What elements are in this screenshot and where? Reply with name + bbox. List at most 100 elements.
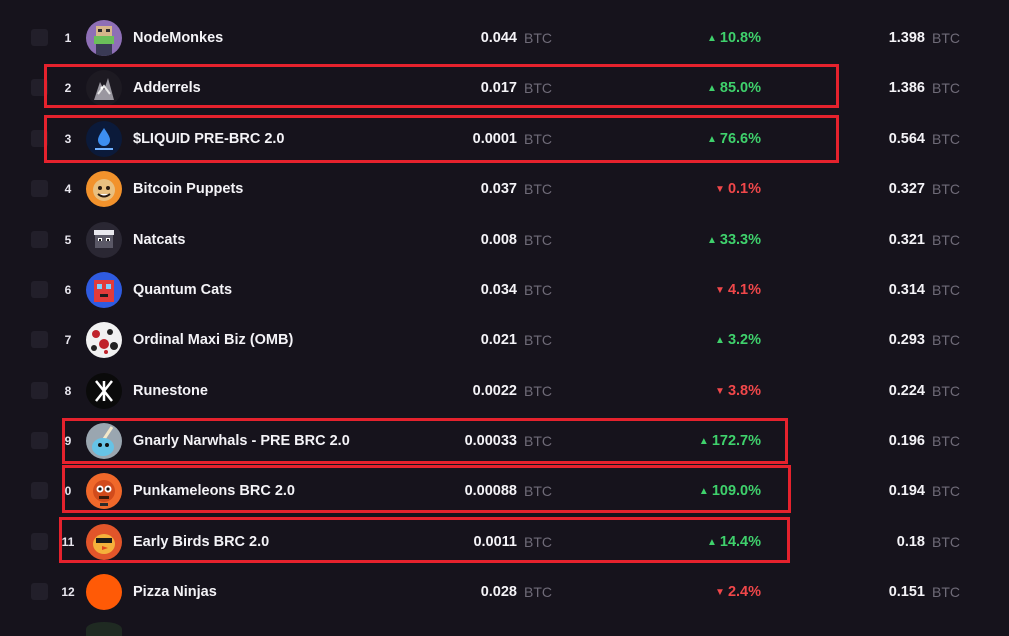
gnarly-narwhals-avatar-icon — [86, 423, 122, 459]
quantum-cats-avatar-icon — [86, 272, 122, 308]
floor-price: 0.00033 — [464, 433, 517, 449]
row-checkbox[interactable] — [31, 130, 48, 147]
price-unit: BTC — [524, 80, 552, 96]
table-row[interactable]: 4 Bitcoin Puppets 0.037 BTC ▼ 0.1% 0.327 … — [0, 164, 1009, 214]
collection-name[interactable]: Punkameleons BRC 2.0 — [133, 483, 295, 499]
collection-name[interactable]: Early Birds BRC 2.0 — [133, 534, 270, 550]
collection-name[interactable]: Natcats — [133, 232, 186, 248]
floor-price: 0.0022 — [472, 383, 517, 399]
row-checkbox[interactable] — [31, 281, 48, 298]
up-arrow-icon: ▲ — [698, 436, 709, 447]
table-row[interactable]: 6 Quantum Cats 0.034 BTC ▼ 4.1% 0.314 BTC — [0, 265, 1009, 315]
change-value: 33.3% — [719, 232, 761, 248]
change-value: 14.4% — [719, 534, 761, 550]
volume: 1.398 — [888, 30, 925, 46]
collection-name[interactable]: Ordinal Maxi Biz (OMB) — [133, 332, 294, 348]
rank-number: 6 — [64, 283, 72, 297]
collection-name[interactable]: Runestone — [133, 383, 208, 399]
collection-name[interactable]: NodeMonkes — [133, 30, 224, 46]
collection-name[interactable]: Gnarly Narwhals - PRE BRC 2.0 — [133, 433, 350, 449]
volume: 0.293 — [888, 332, 925, 348]
table-row[interactable]: 3 $LIQUID PRE-BRC 2.0 0.0001 BTC ▲ 76.6% … — [0, 114, 1009, 164]
volume: 0.321 — [888, 232, 925, 248]
volume-unit: BTC — [932, 131, 960, 147]
rank-number: 3 — [64, 132, 72, 146]
up-arrow-icon: ▲ — [706, 537, 717, 548]
row-checkbox[interactable] — [31, 583, 48, 600]
price-unit: BTC — [524, 332, 552, 348]
volume-unit: BTC — [932, 332, 960, 348]
down-arrow-icon: ▼ — [715, 587, 725, 598]
collection-name[interactable]: Pizza Ninjas — [133, 584, 217, 600]
collection-name[interactable]: Quantum Cats — [133, 282, 233, 298]
change-value: 10.8% — [719, 30, 761, 46]
change-value: 85.0% — [719, 80, 761, 96]
table-row[interactable]: 7 Ordinal Maxi Biz (OMB) 0.021 BTC ▲ 3.2%… — [0, 315, 1009, 365]
row-checkbox[interactable] — [31, 231, 48, 248]
price-change: ▲ 76.6% — [707, 114, 761, 164]
floor-price: 0.008 — [480, 232, 517, 248]
table-row[interactable]: 12 Pizza Ninjas 0.028 BTC ▼ 2.4% 0.151 BT… — [0, 567, 1009, 617]
down-arrow-icon: ▼ — [715, 184, 725, 195]
volume-unit: BTC — [932, 282, 960, 298]
floor-price: 0.034 — [480, 282, 517, 298]
change-value: 4.1% — [727, 282, 761, 298]
volume: 1.386 — [888, 80, 925, 96]
adderrels-avatar-icon — [86, 70, 122, 106]
row-checkbox[interactable] — [31, 382, 48, 399]
table-row[interactable]: 1 NodeMonkes 0.044 BTC ▲ 10.8% 1.398 BTC — [0, 13, 1009, 63]
volume: 0.564 — [888, 131, 925, 147]
collection-name[interactable]: $LIQUID PRE-BRC 2.0 — [133, 131, 285, 147]
up-arrow-icon: ▲ — [698, 486, 709, 497]
price-change: ▲ 33.3% — [707, 215, 761, 265]
price-unit: BTC — [524, 584, 552, 600]
down-arrow-icon: ▼ — [715, 285, 725, 296]
price-change: ▲ 109.0% — [699, 466, 761, 516]
rank-number: 5 — [64, 233, 72, 247]
row-checkbox[interactable] — [31, 29, 48, 46]
row-checkbox[interactable] — [31, 79, 48, 96]
runestone-avatar-icon — [86, 373, 122, 409]
row-checkbox[interactable] — [31, 482, 48, 499]
nodemonkes-avatar-icon — [86, 20, 122, 56]
punkameleons-avatar-icon — [86, 473, 122, 509]
table-row[interactable]: 8 Runestone 0.0022 BTC ▼ 3.8% 0.224 BTC — [0, 366, 1009, 416]
price-change: ▲ 172.7% — [699, 416, 761, 466]
down-arrow-icon: ▼ — [715, 386, 725, 397]
volume: 0.314 — [888, 282, 925, 298]
early-birds-avatar-icon — [86, 524, 122, 560]
pizza-ninjas-avatar-icon — [86, 574, 122, 610]
volume: 0.224 — [888, 383, 925, 399]
collection-name[interactable]: Bitcoin Puppets — [133, 181, 244, 197]
table-row[interactable]: 5 Natcats 0.008 BTC ▲ 33.3% 0.321 BTC — [0, 215, 1009, 265]
table-row[interactable]: 9 Gnarly Narwhals - PRE BRC 2.0 0.00033 … — [0, 416, 1009, 466]
rank-number: 9 — [64, 434, 72, 448]
row-checkbox[interactable] — [31, 180, 48, 197]
price-change: ▲ 85.0% — [707, 63, 761, 113]
price-unit: BTC — [524, 534, 552, 550]
row-checkbox[interactable] — [31, 533, 48, 550]
volume-unit: BTC — [932, 30, 960, 46]
change-value: 0.1% — [727, 181, 761, 197]
price-unit: BTC — [524, 282, 552, 298]
row-checkbox[interactable] — [31, 432, 48, 449]
price-change: ▲ 10.8% — [707, 13, 761, 63]
row-checkbox[interactable] — [31, 331, 48, 348]
natcats-avatar-icon — [86, 222, 122, 258]
floor-price: 0.044 — [480, 30, 517, 46]
up-arrow-icon: ▲ — [706, 83, 717, 94]
price-unit: BTC — [524, 232, 552, 248]
price-unit: BTC — [524, 181, 552, 197]
price-unit: BTC — [524, 383, 552, 399]
volume: 0.196 — [888, 433, 925, 449]
price-unit: BTC — [524, 483, 552, 499]
table-row[interactable]: 0 Punkameleons BRC 2.0 0.00088 BTC ▲ 109.… — [0, 466, 1009, 516]
rank-number: 12 — [61, 585, 75, 599]
rank-number: 4 — [64, 182, 72, 196]
table-row[interactable]: 2 Adderrels 0.017 BTC ▲ 85.0% 1.386 BTC — [0, 63, 1009, 113]
collection-name[interactable]: Adderrels — [133, 80, 201, 96]
change-value: 109.0% — [711, 483, 761, 499]
table-row[interactable]: 11 Early Birds BRC 2.0 0.0011 BTC ▲ 14.4%… — [0, 517, 1009, 567]
floor-price: 0.037 — [480, 181, 517, 197]
